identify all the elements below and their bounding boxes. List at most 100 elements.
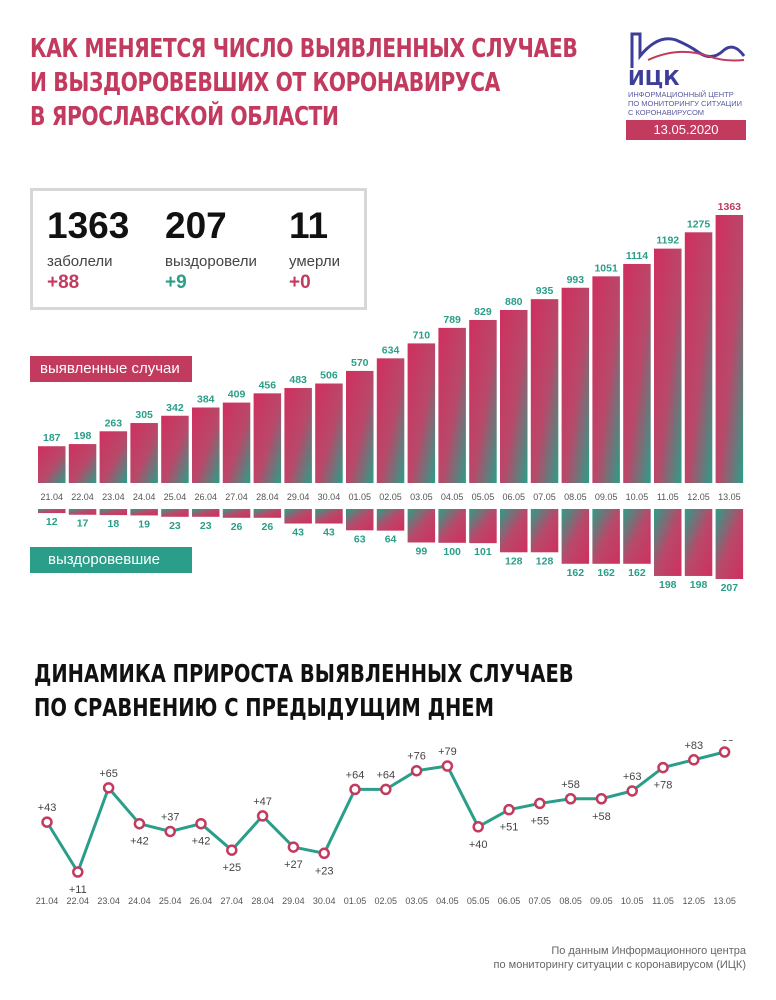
case-bar <box>99 431 128 483</box>
case-bar <box>438 327 466 483</box>
case-bar <box>130 423 158 483</box>
growth-point <box>164 825 176 838</box>
logo-description: информационный центр по мониторингу ситу… <box>628 90 758 117</box>
growth-point <box>534 797 546 810</box>
growth-value-label: +25 <box>222 862 241 874</box>
case-bar <box>684 232 713 483</box>
date-tick-label: 01.05 <box>344 896 367 906</box>
growth-value-label: +37 <box>161 811 180 823</box>
case-bar <box>654 248 682 483</box>
case-bar <box>192 407 220 483</box>
case-value-label: 1275 <box>687 218 711 230</box>
case-value-label: 187 <box>43 432 61 444</box>
growth-point <box>72 866 84 878</box>
recovered-bar <box>654 509 682 576</box>
date-tick-label: 09.05 <box>590 896 613 906</box>
case-value-label: 409 <box>228 389 246 401</box>
case-bar <box>500 309 528 483</box>
logo-desc-line: информационный центр <box>628 90 734 99</box>
recovered-value-label: 198 <box>659 579 677 591</box>
growth-value-label: +23 <box>315 865 334 877</box>
recovered-value-label: 99 <box>416 545 428 557</box>
date-tick-label: 02.05 <box>375 896 398 906</box>
case-value-label: 305 <box>135 409 153 421</box>
date-tick-label: 23.04 <box>102 492 125 502</box>
date-tick-label: 07.05 <box>533 492 556 502</box>
date-tick-label: 29.04 <box>282 896 305 906</box>
recovered-bar <box>192 509 220 517</box>
date-tick-label: 22.04 <box>71 492 94 502</box>
growth-value-label: +27 <box>284 859 303 871</box>
date-tick-label: 30.04 <box>318 492 341 502</box>
recovered-value-label: 128 <box>536 555 554 567</box>
recovered-bar <box>99 509 128 516</box>
case-bar <box>161 415 189 483</box>
date-tick-label: 24.04 <box>128 896 151 906</box>
growth-value-label: +65 <box>99 768 118 780</box>
case-value-label: 710 <box>413 329 431 341</box>
case-value-label: 506 <box>320 370 338 382</box>
case-value-label: 483 <box>289 374 307 386</box>
date-tick-label: 29.04 <box>287 492 310 502</box>
case-value-label: 570 <box>351 357 369 369</box>
date-tick-label: 25.04 <box>159 896 182 906</box>
case-bar <box>623 263 651 483</box>
recovered-bar <box>684 509 713 576</box>
growth-value-label: +88 <box>715 740 734 744</box>
date-tick-label: 07.05 <box>529 896 552 906</box>
date-tick-label: 13.05 <box>713 896 736 906</box>
recovered-value-label: 101 <box>474 546 492 558</box>
case-value-label: 263 <box>105 417 123 429</box>
date-tick-label: 21.04 <box>40 492 63 502</box>
case-bar <box>407 343 436 483</box>
case-value-label: 829 <box>474 306 492 318</box>
recovered-bar <box>222 509 251 518</box>
stat-recovered-value: 207 <box>165 205 227 246</box>
date-tick-label: 06.05 <box>502 492 525 502</box>
growth-value-label: +40 <box>469 839 488 851</box>
case-value-label: 342 <box>166 402 184 414</box>
title-line-3: В ЯРОСЛАВСКОЙ ОБЛАСТИ <box>30 102 339 132</box>
growth-point <box>718 746 731 758</box>
recovered-value-label: 26 <box>231 521 243 533</box>
date-tick-label: 30.04 <box>313 896 336 906</box>
recovered-bar <box>130 509 158 516</box>
case-value-label: 1363 <box>718 201 742 213</box>
growth-point <box>133 817 146 830</box>
date-tick-label: 02.05 <box>379 492 402 502</box>
case-value-label: 456 <box>259 379 277 391</box>
date-tick-label: 28.04 <box>251 896 274 906</box>
recovered-value-label: 26 <box>262 521 274 533</box>
stat-recovered-delta: +9 <box>165 272 187 293</box>
case-value-label: 1114 <box>626 250 648 262</box>
recovered-value-label: 100 <box>443 546 461 558</box>
date-tick-label: 09.05 <box>595 492 618 502</box>
growth-value-label: +47 <box>253 796 272 808</box>
growth-value-label: +11 <box>69 884 87 896</box>
date-tick-label: 25.04 <box>164 492 187 502</box>
date-tick-label: 01.05 <box>348 492 371 502</box>
case-bar <box>222 402 251 483</box>
growth-value-label: +58 <box>592 811 611 823</box>
recovered-bar <box>561 509 590 564</box>
growth-point <box>318 847 330 860</box>
recovered-value-label: 63 <box>354 533 366 545</box>
growth-point <box>256 810 269 822</box>
case-bar <box>469 319 497 483</box>
growth-point <box>626 785 638 797</box>
stat-cases-value: 1363 <box>47 205 130 246</box>
date-tick-label: 21.04 <box>36 896 59 906</box>
recovered-bar <box>500 509 528 553</box>
growth-value-label: +55 <box>530 815 549 827</box>
case-value-label: 1051 <box>594 262 618 274</box>
recovered-bar <box>715 509 744 579</box>
date-tick-label: 05.05 <box>472 492 495 502</box>
case-bar <box>38 446 66 483</box>
recovered-value-label: 17 <box>77 518 89 530</box>
case-bar <box>376 358 405 483</box>
case-bar <box>253 393 282 483</box>
date-tick-label: 12.05 <box>687 492 710 502</box>
growth-value-label: +64 <box>346 769 365 781</box>
cases-legend-badge: выявленные случаи <box>30 356 192 382</box>
recovered-bar <box>438 509 466 543</box>
